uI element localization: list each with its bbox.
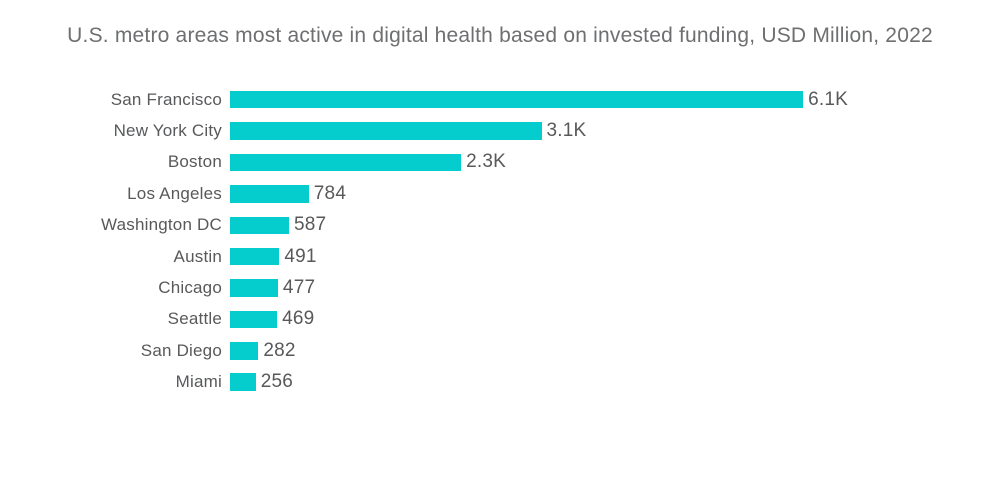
chart-title: U.S. metro areas most active in digital … [67,24,933,47]
chart-row: Austin 491 [0,241,1000,272]
value-label: 256 [260,371,294,393]
value-label: 3.1K [546,120,587,142]
bar [230,185,309,203]
bar-track: 3.1K [230,120,848,142]
chart-row: Seattle 469 [0,304,1000,335]
value-label: 784 [313,182,347,204]
bar [230,247,280,266]
bar-chart: San Francisco 6.1K New York City 3.1K Bo… [0,84,1000,398]
bar [230,373,256,391]
bar-track: 587 [230,214,848,236]
bar [230,342,259,360]
category-label: San Diego [140,340,222,360]
chart-row: Chicago 477 [0,272,1000,303]
chart-row: San Francisco 6.1K [0,84,1000,115]
value-label: 477 [282,277,316,299]
bar [230,90,804,109]
chart-row: New York City 3.1K [0,115,1000,146]
value-label: 282 [263,339,296,361]
bar [230,279,278,297]
value-label: 491 [284,245,317,267]
bar [230,310,278,329]
category-label: Miami [175,372,222,392]
value-label: 2.3K [466,151,507,173]
bar-track: 6.1K [230,89,848,111]
category-label: Chicago [158,278,222,298]
category-label: Austin [173,246,222,266]
chart-row: San Diego 282 [0,335,1000,366]
value-label: 469 [282,308,315,330]
bar-track: 282 [230,340,848,362]
category-label: Los Angeles [127,183,222,203]
chart-row: Boston 2.3K [0,147,1000,178]
bar-track: 469 [230,308,848,330]
category-label: Seattle [167,309,222,329]
category-label: Washington DC [100,215,222,235]
category-label: New York City [113,121,222,141]
bar-track: 491 [230,246,848,268]
value-label: 587 [293,214,327,236]
chart-row: Miami 256 [0,367,1000,398]
chart-row: Washington DC 587 [0,210,1000,241]
bar-track: 477 [230,277,848,299]
bar [230,122,542,140]
bar-track: 784 [230,183,848,205]
chart-row: Los Angeles 784 [0,178,1000,209]
bar [230,153,462,172]
value-label: 6.1K [808,88,848,110]
bar-track: 2.3K [230,151,848,173]
category-label: Boston [167,152,222,172]
category-label: San Francisco [110,89,222,109]
bar-track: 256 [230,371,848,393]
bar [230,216,289,234]
